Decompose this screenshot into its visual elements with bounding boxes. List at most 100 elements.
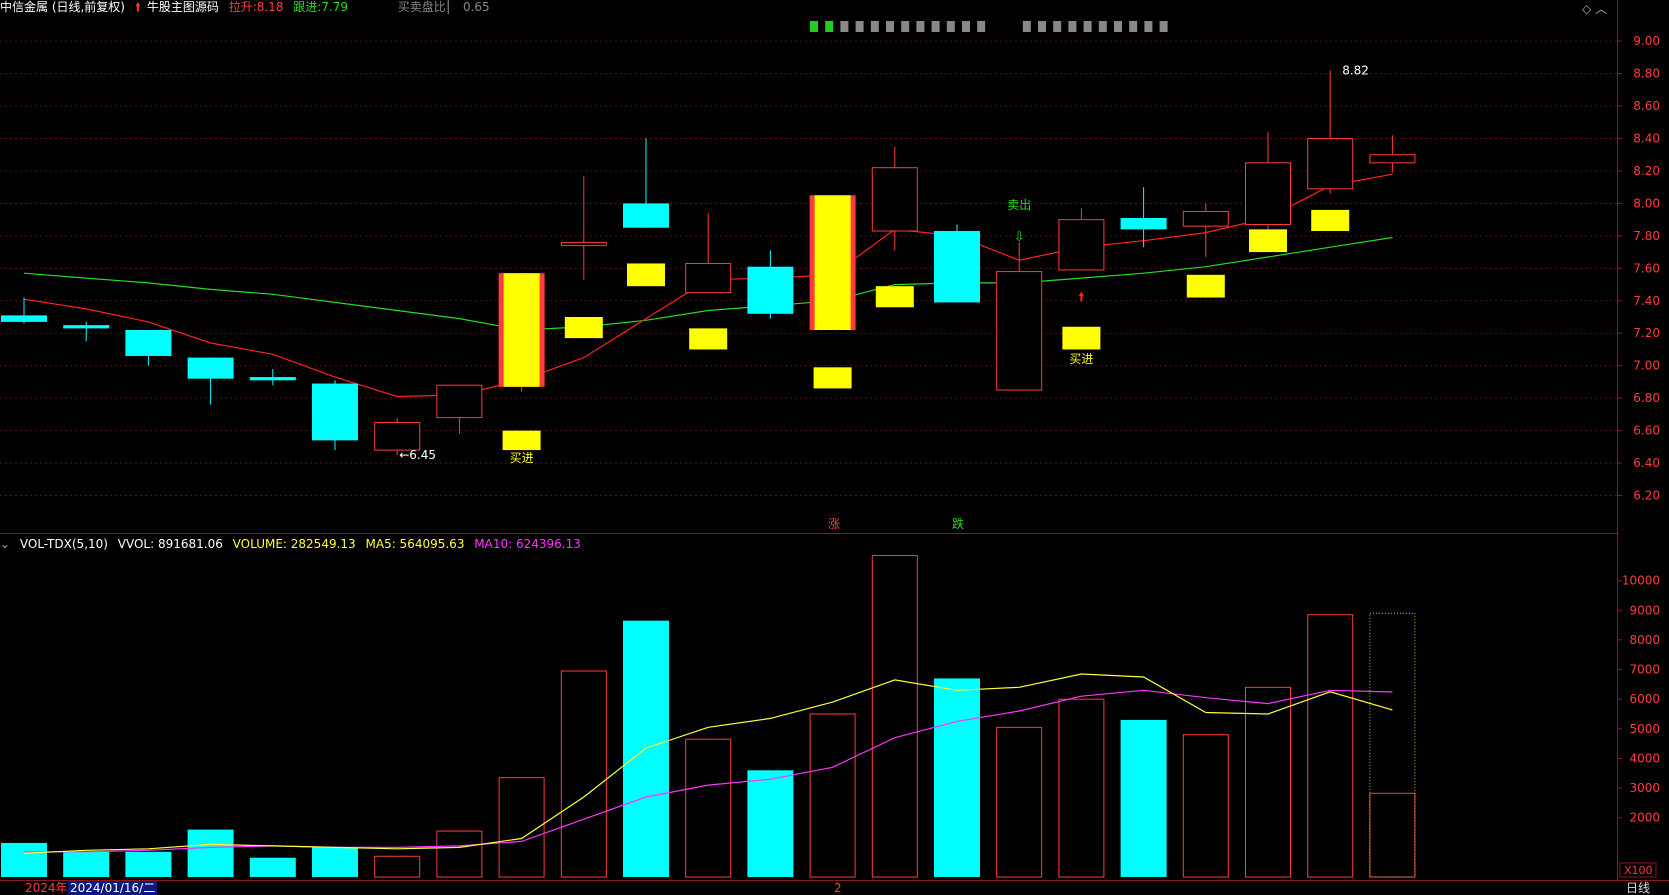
- volume-unit-box: [1619, 862, 1657, 878]
- volume-tick-label: 9000: [1629, 603, 1660, 617]
- progress-indicator: [1144, 21, 1153, 32]
- price-tick-label: 6.20: [1633, 489, 1660, 503]
- candle-body: [249, 377, 296, 381]
- progress-indicator: [946, 21, 955, 32]
- candle-body: [623, 203, 669, 228]
- stock-title[interactable]: 中信金属 (日线,前复权): [0, 0, 125, 14]
- lashen-value: 8.18: [256, 0, 284, 14]
- volume-bar: [312, 847, 358, 877]
- progress-indicator: [1038, 21, 1046, 32]
- price-tick-label: 6.40: [1633, 456, 1660, 470]
- volume-bar: [63, 851, 110, 877]
- candle-body: [1120, 218, 1167, 230]
- volume-tick-label: 8000: [1629, 633, 1660, 647]
- volume-tick-label: 3000: [1629, 781, 1660, 795]
- progress-indicator: [1159, 21, 1168, 32]
- indicator-name[interactable]: 牛股主图源码: [146, 0, 219, 14]
- volume-tick-label: 4000: [1629, 751, 1660, 765]
- volume-tick-label: 10000: [1622, 574, 1660, 588]
- ratio-label: 买卖盘比: [397, 0, 446, 14]
- volume-bar: [1, 842, 47, 877]
- candle-body: [187, 357, 234, 379]
- candle-body: [436, 384, 483, 419]
- volume-projection: [1369, 612, 1416, 878]
- buy-arrow-icon: 🠙: [1078, 290, 1085, 305]
- progress-indicator: [1068, 21, 1077, 32]
- candle-body: [1307, 137, 1354, 190]
- chevron-up-icon[interactable]: ︿: [1595, 2, 1608, 16]
- progress-indicator: [810, 21, 818, 32]
- progress-indicator: [931, 21, 940, 32]
- progress-indicator: [840, 21, 849, 32]
- volume-indicator-name[interactable]: VOL-TDX(5,10): [19, 537, 108, 551]
- candle-body: [63, 325, 110, 329]
- candle-body: [996, 271, 1043, 391]
- volume-bar: [1058, 698, 1105, 878]
- price-tick-label: 7.20: [1633, 326, 1660, 340]
- candle-body: [1369, 154, 1416, 164]
- volume-tick-label: 6000: [1629, 692, 1660, 706]
- chart-annotation: 8.82: [1342, 63, 1369, 77]
- ratio-value: 0.65: [462, 0, 490, 14]
- vvol-value: VVOL: 891681.06: [117, 537, 223, 551]
- price-tick-label: 7.60: [1633, 261, 1660, 275]
- chart-annotation: ←6.45: [399, 448, 436, 462]
- volume-tick-label: 5000: [1629, 722, 1660, 736]
- volume-bar: [560, 670, 607, 878]
- volume-bar: [1245, 686, 1291, 878]
- volume-bar: [187, 829, 234, 877]
- volume-bar: [685, 738, 732, 878]
- price-tick-label: 6.60: [1633, 424, 1660, 438]
- sell-arrow-icon: ⇩: [1014, 230, 1025, 245]
- signal-box: [689, 328, 728, 350]
- selected-date[interactable]: 2024/01/16/二: [68, 881, 158, 895]
- volume-bar: [747, 770, 794, 877]
- signal-box: [813, 367, 852, 389]
- progress-indicator: [855, 21, 864, 32]
- progress-indicator: [886, 21, 894, 32]
- volume-bar: [1120, 719, 1167, 877]
- volume-bar: [1369, 792, 1416, 878]
- year-label: 2024年: [25, 881, 68, 895]
- price-tick-label: 8.40: [1633, 131, 1660, 145]
- signal-box: [564, 317, 603, 339]
- progress-indicator: [1053, 21, 1062, 32]
- volume-bar: [871, 554, 918, 878]
- up-arrow-icon: 🠙: [134, 0, 141, 14]
- candle-body: [871, 167, 918, 232]
- signal-box: [1186, 274, 1225, 298]
- candle-body: [560, 241, 607, 247]
- candle-body: [125, 330, 172, 356]
- volume-bar: [374, 855, 421, 878]
- bottom-divider: [0, 880, 1669, 881]
- volume-bar: [436, 830, 483, 878]
- genjin-label: 跟进:: [293, 0, 322, 14]
- price-tick-label: 9.00: [1633, 34, 1660, 48]
- volume-bar: [996, 726, 1043, 878]
- candle-body: [747, 266, 794, 314]
- progress-indicator: [977, 21, 986, 32]
- volume-bar: [809, 713, 856, 878]
- chart-annotation: 买进: [510, 451, 534, 465]
- signal-box: [1249, 229, 1287, 253]
- volume-tick-label: 2000: [1629, 811, 1660, 825]
- ratio-separator: ▏: [447, 0, 457, 14]
- period-label[interactable]: 日线: [1626, 881, 1651, 895]
- price-tick-label: 8.60: [1633, 99, 1660, 113]
- volume-chart[interactable]: 10000 9000 8000 7000 6000 5000 4000 3000 2000 X10…: [0, 551, 1669, 880]
- pane-divider: [0, 533, 1617, 534]
- signal-box: [1311, 209, 1350, 231]
- volume-ma10-line: [24, 689, 1393, 853]
- month-mark: 2: [834, 881, 842, 895]
- price-chart[interactable]: 9.00 8.80 8.60 8.40 8.20 8.00 7.80 7.60 7.40 7.20…: [0, 14, 1669, 533]
- candle-body: [1182, 211, 1229, 227]
- volume-tick-label: 7000: [1629, 663, 1660, 677]
- zhang-label: 涨: [828, 516, 840, 531]
- diamond-icon[interactable]: ◇: [1582, 2, 1592, 16]
- progress-indicator: [916, 21, 925, 32]
- lashen-label: 拉升:: [228, 0, 257, 14]
- candle-body: [1245, 162, 1291, 226]
- volume-unit-label: X100: [1624, 864, 1653, 877]
- volume-header: ⌄ VOL-TDX(5,10) VVOL: 891681.06 VOLUME: …: [0, 537, 587, 551]
- collapse-icon[interactable]: ⌄: [0, 537, 11, 551]
